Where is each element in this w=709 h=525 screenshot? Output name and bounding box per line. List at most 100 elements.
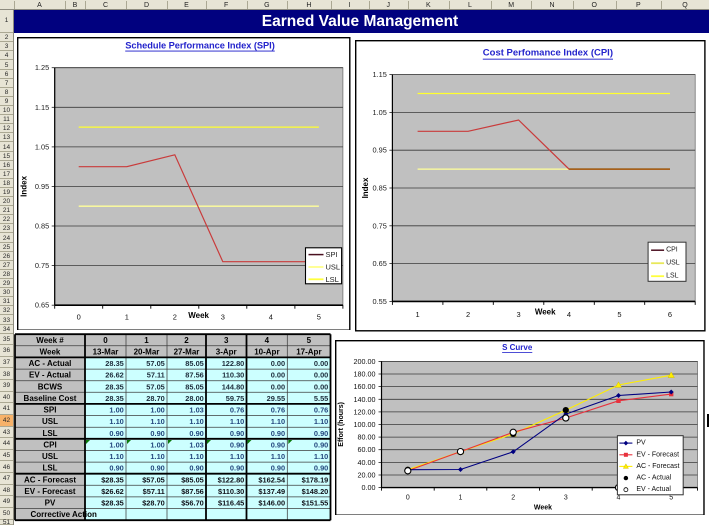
svg-text:USL: USL <box>42 452 58 461</box>
svg-text:57.05: 57.05 <box>146 359 165 368</box>
svg-text:0.90: 0.90 <box>271 428 285 437</box>
svg-text:4: 4 <box>567 310 571 319</box>
svg-text:100.00: 100.00 <box>354 420 376 429</box>
svg-text:$146.00: $146.00 <box>258 498 285 507</box>
svg-text:0.65: 0.65 <box>35 300 49 309</box>
svg-text:0.85: 0.85 <box>35 221 49 230</box>
svg-text:10-Apr: 10-Apr <box>254 347 279 356</box>
svg-text:$57.05: $57.05 <box>142 475 165 484</box>
svg-text:EV - Forecast: EV - Forecast <box>24 486 75 495</box>
svg-text:$151.55: $151.55 <box>302 498 329 507</box>
svg-text:SPI: SPI <box>325 250 337 259</box>
svg-text:3: 3 <box>221 312 225 321</box>
svg-text:1.03: 1.03 <box>189 405 203 414</box>
svg-text:Index: Index <box>361 177 370 198</box>
svg-text:1.00: 1.00 <box>109 405 123 414</box>
svg-text:1.10: 1.10 <box>314 417 328 426</box>
svg-text:1.10: 1.10 <box>150 452 164 461</box>
svg-text:1.10: 1.10 <box>271 417 285 426</box>
svg-text:2: 2 <box>511 494 515 501</box>
svg-text:27-Mar: 27-Mar <box>174 347 200 356</box>
svg-text:2: 2 <box>184 335 189 344</box>
svg-text:USL: USL <box>42 417 58 426</box>
svg-text:3: 3 <box>564 494 568 501</box>
svg-text:1: 1 <box>416 310 420 319</box>
svg-text:Cost Perfomance Index (CPI): Cost Perfomance Index (CPI) <box>483 48 613 59</box>
svg-text:Corrective Action: Corrective Action <box>31 510 98 519</box>
svg-text:57.11: 57.11 <box>147 370 165 379</box>
svg-text:28.35: 28.35 <box>105 393 124 402</box>
svg-text:1.10: 1.10 <box>230 417 244 426</box>
svg-text:1.10: 1.10 <box>150 417 164 426</box>
svg-text:110.30: 110.30 <box>222 370 244 379</box>
svg-text:20.00: 20.00 <box>358 470 376 479</box>
svg-text:4: 4 <box>617 494 621 501</box>
svg-text:1.05: 1.05 <box>35 142 49 151</box>
svg-text:28.35: 28.35 <box>105 382 124 391</box>
svg-text:0.90: 0.90 <box>271 440 285 449</box>
svg-text:1.10: 1.10 <box>189 417 203 426</box>
svg-text:$122.80: $122.80 <box>218 475 245 484</box>
svg-text:1.10: 1.10 <box>271 452 285 461</box>
svg-text:1.15: 1.15 <box>373 70 387 79</box>
svg-text:5: 5 <box>317 312 321 321</box>
svg-text:0: 0 <box>77 312 81 321</box>
svg-text:$28.35: $28.35 <box>101 498 124 507</box>
svg-text:Schedule Performance Index (SP: Schedule Performance Index (SPI) <box>125 40 275 50</box>
svg-text:80.00: 80.00 <box>358 432 376 441</box>
svg-text:3-Apr: 3-Apr <box>216 347 237 356</box>
svg-text:1.10: 1.10 <box>314 452 328 461</box>
svg-text:SPI: SPI <box>44 405 57 414</box>
svg-text:0.00: 0.00 <box>314 370 328 379</box>
svg-text:$85.05: $85.05 <box>181 475 204 484</box>
svg-text:$148.20: $148.20 <box>302 486 329 495</box>
svg-text:AC - Forecast: AC - Forecast <box>636 462 679 469</box>
svg-text:0.95: 0.95 <box>373 146 387 155</box>
svg-text:$110.30: $110.30 <box>218 486 244 495</box>
svg-text:0.90: 0.90 <box>189 428 203 437</box>
svg-text:29.55: 29.55 <box>267 393 286 402</box>
svg-text:$28.35: $28.35 <box>101 475 124 484</box>
svg-text:1.10: 1.10 <box>189 452 203 461</box>
svg-text:0.90: 0.90 <box>314 440 328 449</box>
svg-text:0.90: 0.90 <box>109 463 123 472</box>
svg-text:5: 5 <box>618 310 622 319</box>
svg-text:LSL: LSL <box>42 463 57 472</box>
svg-text:$28.70: $28.70 <box>142 498 165 507</box>
svg-text:$56.70: $56.70 <box>181 498 204 507</box>
svg-text:28.35: 28.35 <box>105 359 124 368</box>
svg-text:59.75: 59.75 <box>226 393 245 402</box>
svg-text:CPI: CPI <box>43 440 56 449</box>
svg-text:40.00: 40.00 <box>358 457 376 466</box>
svg-text:LSL: LSL <box>666 273 679 280</box>
svg-text:EV - Actual: EV - Actual <box>636 486 671 493</box>
svg-text:3: 3 <box>517 310 521 319</box>
svg-text:1.10: 1.10 <box>109 417 123 426</box>
svg-text:2: 2 <box>466 310 470 319</box>
svg-text:5.55: 5.55 <box>314 393 328 402</box>
svg-text:0.00: 0.00 <box>314 359 328 368</box>
svg-text:1: 1 <box>125 312 129 321</box>
svg-text:57.05: 57.05 <box>146 382 165 391</box>
svg-text:0.65: 0.65 <box>373 259 387 268</box>
svg-text:0.90: 0.90 <box>314 428 328 437</box>
svg-text:0.76: 0.76 <box>230 405 244 414</box>
svg-text:1.05: 1.05 <box>373 108 387 117</box>
svg-text:$57.11: $57.11 <box>143 486 165 495</box>
svg-text:0.90: 0.90 <box>150 463 164 472</box>
svg-text:$116.45: $116.45 <box>218 498 244 507</box>
svg-text:5: 5 <box>307 335 312 344</box>
svg-text:Week #: Week # <box>36 335 64 344</box>
svg-text:USL: USL <box>666 260 680 267</box>
svg-text:0.90: 0.90 <box>271 463 285 472</box>
svg-text:0.00: 0.00 <box>271 382 285 391</box>
svg-text:1.25: 1.25 <box>35 63 49 72</box>
svg-text:PV: PV <box>636 439 646 446</box>
svg-text:144.80: 144.80 <box>222 382 245 391</box>
svg-text:AC - Actual: AC - Actual <box>636 474 671 481</box>
svg-text:$26.62: $26.62 <box>101 486 124 495</box>
svg-text:EV - Actual: EV - Actual <box>29 370 71 379</box>
svg-text:Week: Week <box>534 504 552 511</box>
svg-text:20-Mar: 20-Mar <box>134 347 160 356</box>
svg-text:BCWS: BCWS <box>38 382 63 391</box>
